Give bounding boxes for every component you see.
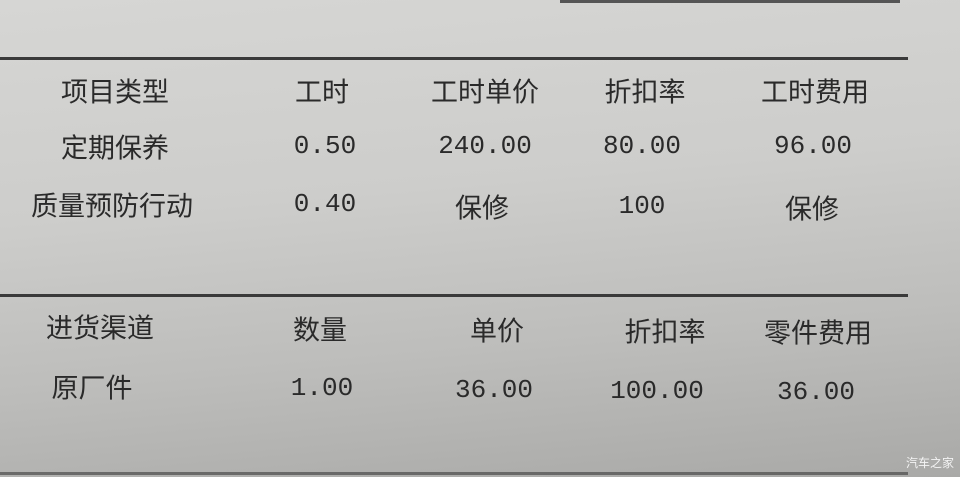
cell-source: 原厂件: [51, 373, 133, 405]
cell-parts-cost: 36.00: [776, 377, 856, 407]
cell-discount: 100: [618, 191, 666, 221]
watermark-logo: 汽车之家: [905, 456, 954, 470]
cell-hourly-rate: 240.00: [438, 131, 532, 161]
cell-discount: 100.00: [610, 376, 704, 406]
header-hours: 工时: [295, 77, 349, 109]
cell-unit-price: 36.00: [454, 375, 534, 405]
header-hourly-rate: 工时单价: [431, 77, 539, 109]
cell-labor-cost: 96.00: [773, 131, 853, 161]
cell-item-type: 定期保养: [61, 133, 169, 165]
cell-item-type: 质量预防行动: [31, 191, 193, 223]
labor-table-rule: [0, 57, 908, 60]
header-parts-cost: 零件费用: [764, 318, 872, 350]
cell-hours: 0.50: [293, 131, 357, 161]
header-item-type: 项目类型: [61, 77, 169, 109]
bottom-rule: [0, 472, 908, 475]
cell-discount: 80.00: [602, 131, 682, 161]
cell-labor-cost: 保修: [785, 194, 839, 226]
header-discount: 折扣率: [604, 77, 686, 109]
header-discount: 折扣率: [624, 317, 706, 349]
parts-table-rule: [0, 294, 908, 297]
header-source: 进货渠道: [46, 313, 154, 345]
cell-hourly-rate: 保修: [455, 193, 509, 225]
cell-quantity: 1.00: [290, 373, 354, 403]
cell-hours: 0.40: [293, 189, 357, 219]
header-labor-cost: 工时费用: [761, 77, 869, 109]
header-unit-price: 单价: [470, 316, 524, 348]
top-edge-rule: [560, 0, 900, 3]
header-quantity: 数量: [293, 315, 347, 347]
